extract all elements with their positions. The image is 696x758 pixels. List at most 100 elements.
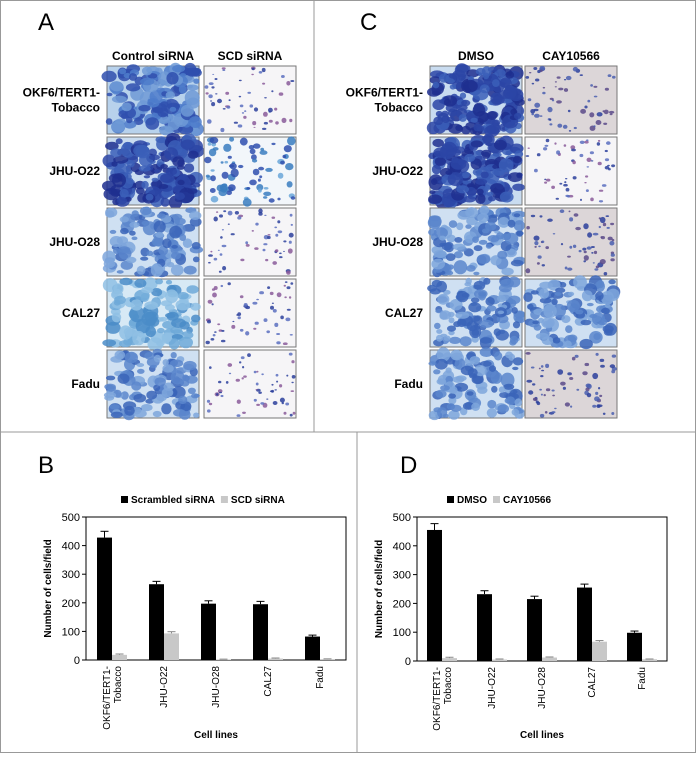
cell: [246, 244, 250, 247]
x-tick-label-line: Tobacco: [113, 666, 124, 704]
cell: [445, 170, 452, 175]
cell: [289, 353, 293, 356]
y-axis-label: Number of cells/field: [43, 539, 54, 637]
cell: [179, 174, 188, 181]
cell: [264, 187, 269, 190]
cell: [534, 103, 540, 108]
cell: [104, 259, 115, 268]
bar: [442, 658, 457, 661]
cell: [283, 155, 287, 159]
cell: [589, 314, 597, 318]
cell: [227, 106, 231, 109]
cell: [569, 130, 571, 132]
cell: [176, 300, 191, 311]
panel-letter: B: [38, 452, 54, 479]
cell: [272, 261, 277, 265]
cell: [243, 198, 252, 206]
cell: [140, 257, 148, 261]
bar: [268, 659, 283, 660]
cell: [593, 86, 597, 88]
cell: [237, 216, 241, 219]
cell: [228, 184, 236, 191]
cell: [103, 278, 118, 292]
cell: [593, 125, 595, 127]
legend-label: CAY10566: [503, 495, 551, 506]
cell: [264, 122, 268, 125]
cell: [611, 253, 615, 256]
micrograph: [427, 276, 526, 349]
cell: [221, 161, 224, 163]
cell: [459, 114, 467, 122]
cell: [528, 148, 530, 149]
y-axis-label: Number of cells/field: [374, 540, 385, 638]
cell: [252, 68, 255, 71]
cell: [193, 183, 201, 188]
cell: [563, 387, 566, 390]
cell: [498, 404, 510, 413]
cell: [153, 411, 162, 417]
cell: [543, 147, 547, 150]
cell: [435, 359, 448, 370]
micrograph: [104, 349, 200, 421]
cell: [266, 399, 268, 400]
cell: [273, 309, 277, 313]
cell: [234, 122, 238, 124]
cell: [149, 154, 160, 160]
cell: [437, 294, 449, 305]
micrograph: [525, 137, 617, 205]
micrograph: [427, 63, 525, 137]
cell: [597, 142, 600, 146]
cell: [225, 92, 229, 95]
cell: [492, 168, 505, 176]
cell: [115, 119, 125, 124]
cell: [238, 124, 243, 127]
cell: [594, 96, 598, 98]
cell: [218, 250, 220, 251]
cell: [214, 217, 218, 222]
cell: [464, 282, 471, 286]
cell: [576, 389, 579, 391]
cell: [219, 392, 222, 394]
cell: [148, 99, 155, 103]
y-tick-label: 400: [62, 541, 80, 553]
cell: [428, 361, 436, 365]
cell: [475, 179, 487, 185]
cell: [480, 84, 490, 93]
cell: [251, 74, 254, 75]
cell: [271, 384, 273, 386]
cell: [287, 286, 291, 289]
cell: [253, 328, 256, 330]
cell: [540, 215, 543, 217]
cell: [611, 164, 615, 167]
cell: [433, 82, 440, 89]
cell: [568, 292, 574, 296]
cell: [210, 175, 216, 181]
cell: [155, 279, 163, 285]
cell: [254, 399, 257, 402]
cell: [187, 188, 198, 194]
cell: [465, 207, 478, 218]
cell: [596, 353, 599, 356]
cell: [533, 67, 537, 70]
cell: [172, 65, 185, 72]
x-tick-label: JHU-O22: [487, 667, 498, 709]
cell: [183, 361, 196, 371]
cell: [217, 323, 220, 325]
cell: [597, 404, 601, 408]
cell: [546, 139, 550, 143]
cell: [560, 209, 565, 213]
cell: [528, 98, 532, 101]
cell: [572, 161, 576, 165]
cell: [600, 365, 605, 368]
cell: [492, 120, 500, 127]
cell: [283, 342, 288, 345]
micrograph: [525, 66, 617, 134]
cell: [105, 208, 117, 218]
cell: [453, 146, 465, 153]
cell: [209, 82, 214, 85]
cell: [290, 80, 294, 82]
cell: [468, 302, 481, 312]
cell: [219, 214, 223, 217]
cell: [494, 352, 502, 361]
cell: [480, 337, 492, 344]
